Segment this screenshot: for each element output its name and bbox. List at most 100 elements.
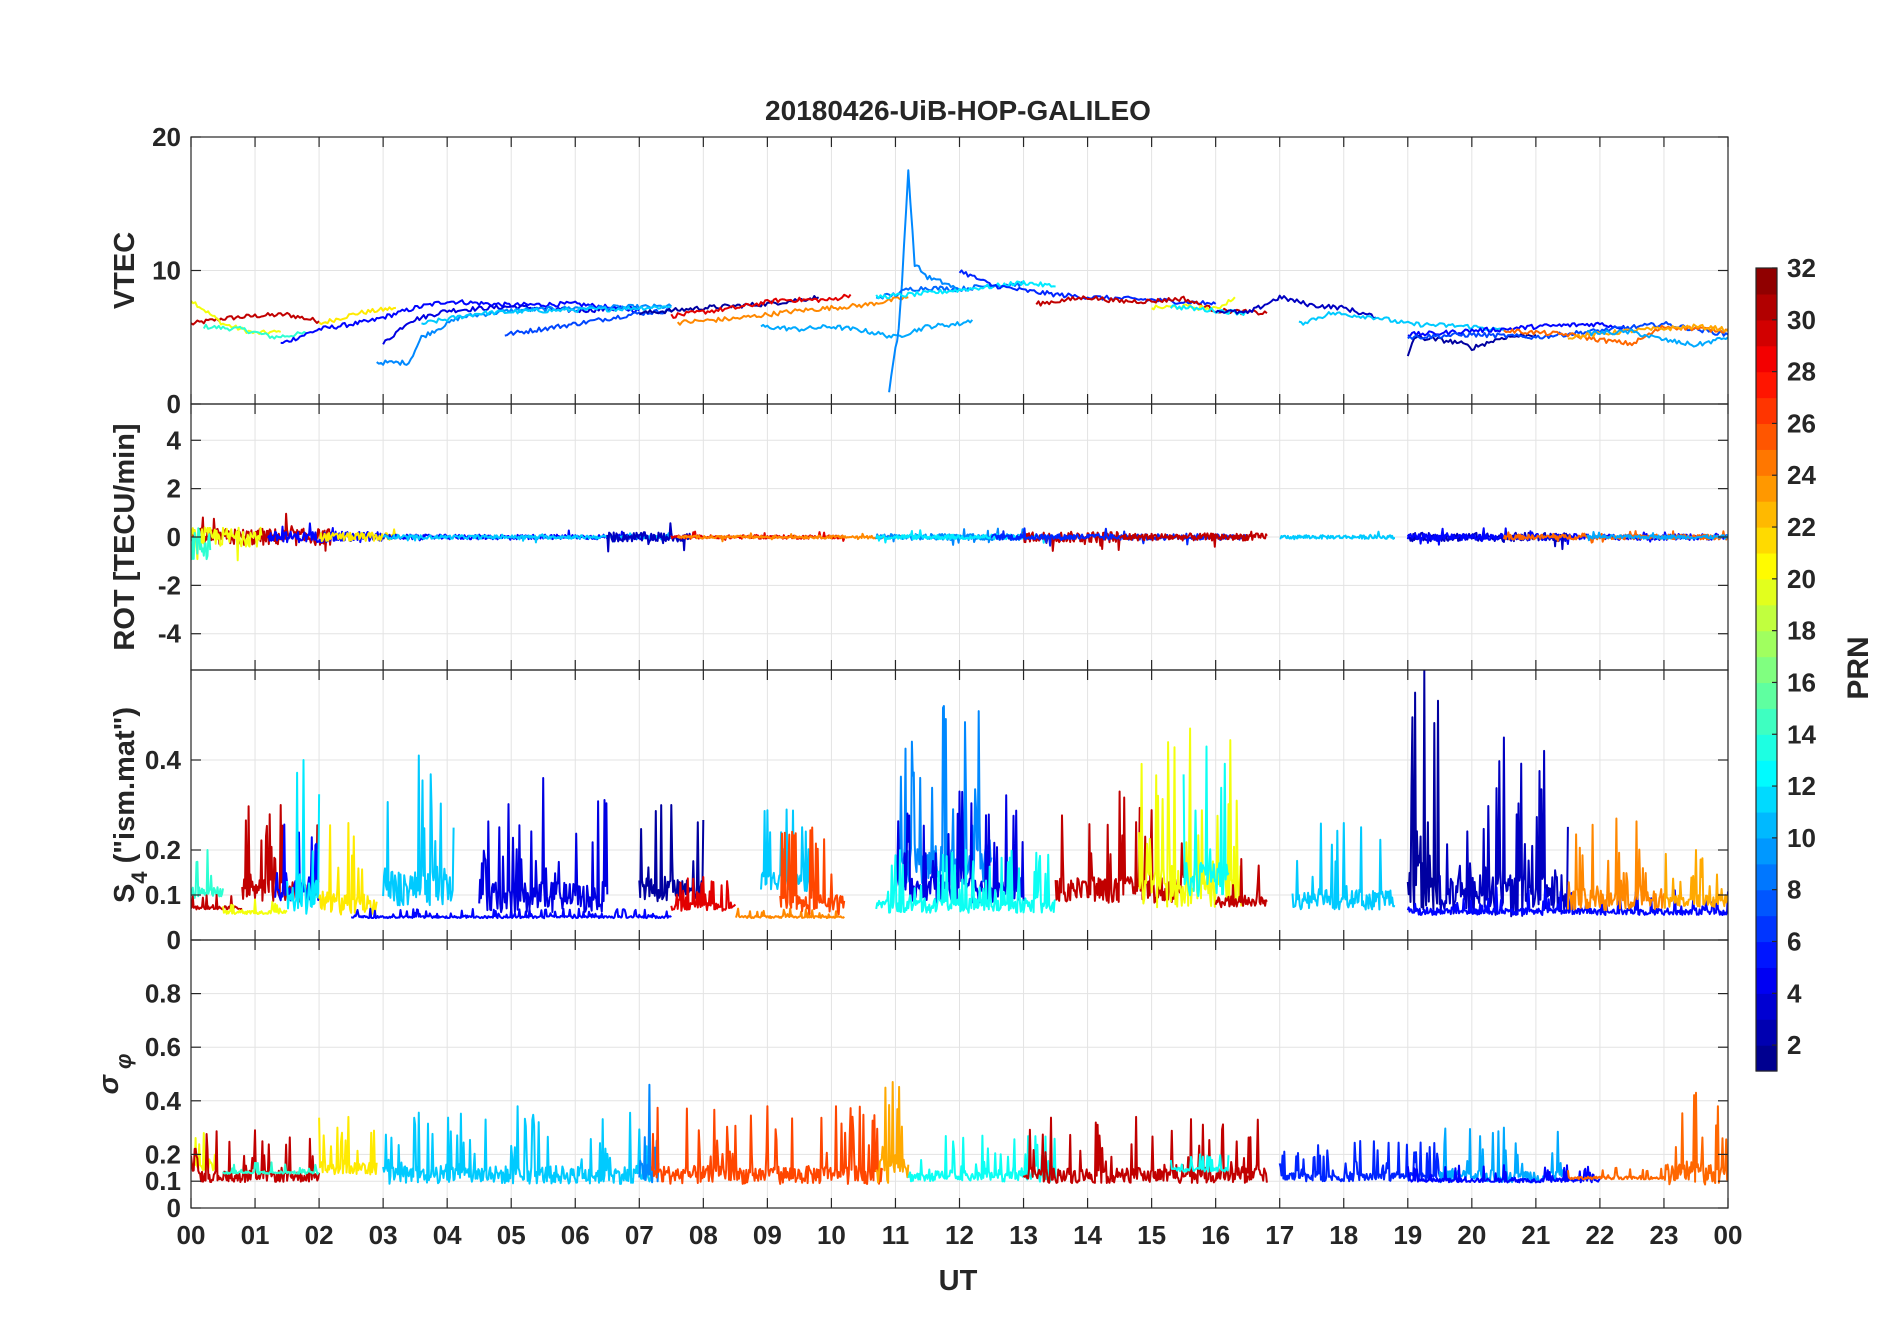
series-prn-5 xyxy=(1407,321,1633,338)
colorbar-tick-label: 6 xyxy=(1787,926,1801,956)
colorbar-segment xyxy=(1756,345,1777,373)
series-prn-13 xyxy=(1182,745,1230,897)
y-tick-label: 0 xyxy=(167,522,181,552)
colorbar-segment xyxy=(1756,837,1777,865)
y-tick-label: 0 xyxy=(167,389,181,419)
colorbar-segment xyxy=(1756,527,1777,554)
colorbar-label: PRN xyxy=(1842,636,1875,699)
x-tick-label: 13 xyxy=(1009,1220,1038,1250)
series-prn-7 xyxy=(504,308,672,337)
series-prn-25 xyxy=(1566,1166,1665,1181)
series-prn-12 xyxy=(875,280,1056,300)
series-prn-11 xyxy=(1298,311,1505,332)
colorbar-segment xyxy=(1756,708,1777,735)
series-group xyxy=(191,169,1728,393)
colorbar-tick-label: 30 xyxy=(1787,305,1816,335)
colorbar-segment xyxy=(1756,863,1777,891)
x-tick-label: 18 xyxy=(1329,1220,1358,1250)
series-prn-20 xyxy=(191,1132,218,1172)
series-prn-4 xyxy=(478,777,609,914)
colorbar-segment xyxy=(1756,889,1777,917)
series-prn-13 xyxy=(907,1134,1057,1183)
series-prn-30 xyxy=(1246,1118,1268,1183)
colorbar-tick-label: 20 xyxy=(1787,564,1816,594)
series-prn-3 xyxy=(1406,531,1569,551)
series-prn-14 xyxy=(202,323,307,340)
colorbar-tick-label: 16 xyxy=(1787,667,1816,697)
series-prn-6 xyxy=(958,269,1217,306)
series-prn-10 xyxy=(1586,531,1728,542)
series-prn-13 xyxy=(1169,1153,1230,1173)
panel-sigma_phi: 00.10.2 0.4 0.6 0.8 σ φ xyxy=(93,939,1729,1223)
colorbar-tick-label: 28 xyxy=(1787,357,1816,387)
x-tick-label: 03 xyxy=(369,1220,398,1250)
series-prn-24 xyxy=(676,295,909,326)
x-tick-label: 06 xyxy=(561,1220,590,1250)
series-prn-30 xyxy=(1119,530,1268,548)
colorbar-segment xyxy=(1756,319,1777,347)
series-prn-3 xyxy=(1215,294,1377,320)
y-tick-label: 0.1 xyxy=(145,880,181,910)
colorbar-frame xyxy=(1755,267,1778,1072)
colorbar-segment xyxy=(1756,734,1777,761)
y-axis-label: S4 ("ism.mat") xyxy=(109,707,152,903)
y-tick-label: 0.1 xyxy=(145,1166,181,1196)
series-prn-11 xyxy=(382,1105,654,1185)
series-prn-24 xyxy=(1566,817,1665,912)
colorbar-tick-label: 12 xyxy=(1787,771,1816,801)
colorbar-segment xyxy=(1756,268,1777,295)
colorbar-tick-label: 14 xyxy=(1787,719,1816,749)
y-tick-label: 0.4 xyxy=(145,745,182,775)
x-tick-label: 10 xyxy=(817,1220,846,1250)
series-prn-30 xyxy=(1054,790,1185,904)
panel-VTEC: 0 10 20 VTEC xyxy=(109,122,1729,419)
y-tick-label: 2 xyxy=(167,474,181,504)
series-prn-9 xyxy=(638,1083,660,1184)
x-tick-label: 00 xyxy=(1714,1220,1743,1250)
x-tick-label: 12 xyxy=(945,1220,974,1250)
series-prn-20 xyxy=(222,898,288,915)
colorbar-segment xyxy=(1756,501,1777,528)
x-tick-label: 23 xyxy=(1649,1220,1678,1250)
series-prn-30 xyxy=(191,1129,321,1183)
series-prn-9 xyxy=(895,705,993,886)
x-tick-label: 04 xyxy=(433,1220,462,1250)
x-tick-label: 02 xyxy=(305,1220,334,1250)
colorbar-tick-label: 18 xyxy=(1787,616,1816,646)
x-tick-label: 20 xyxy=(1457,1220,1486,1250)
series-prn-14 xyxy=(222,1161,320,1175)
series-prn-11 xyxy=(1279,530,1396,541)
chart-title: 20180426-UiB-HOP-GALILEO xyxy=(765,95,1151,126)
series-prn-11 xyxy=(382,754,455,907)
series-prn-21 xyxy=(318,1115,378,1176)
series-prn-9 xyxy=(376,303,673,366)
series-prn-3 xyxy=(606,522,692,553)
colorbar-segment xyxy=(1756,630,1777,658)
series-group xyxy=(191,670,1728,920)
panel-ROT: -4 -2 0 2 4 ROT [TECU/min] xyxy=(109,403,1729,671)
series-prn-26 xyxy=(651,1105,884,1185)
colorbar-tick-label: 24 xyxy=(1787,460,1816,490)
series-prn-29 xyxy=(670,876,737,912)
colorbar-segment xyxy=(1756,993,1777,1020)
series-prn-30 xyxy=(191,311,320,326)
colorbar-segment xyxy=(1756,786,1777,813)
colorbar-tick-label: 2 xyxy=(1787,1030,1801,1060)
y-tick-label: 0.4 xyxy=(145,1086,182,1116)
x-tick-label: 08 xyxy=(689,1220,718,1250)
colorbar-segment xyxy=(1756,475,1777,502)
series-group xyxy=(191,512,1728,562)
x-tick-label: 09 xyxy=(753,1220,782,1250)
y-tick-label: 0 xyxy=(167,925,181,955)
series-prn-3 xyxy=(1438,736,1569,918)
series-prn-5 xyxy=(280,299,640,344)
colorbar-segment xyxy=(1756,656,1777,684)
series-prn-9 xyxy=(888,169,961,393)
series-group xyxy=(191,1081,1728,1186)
series-prn-5 xyxy=(1406,1164,1601,1184)
x-tick-label: 22 xyxy=(1585,1220,1614,1250)
series-prn-23 xyxy=(1663,849,1728,909)
series-prn-20 xyxy=(191,526,263,562)
series-prn-11 xyxy=(1291,822,1396,911)
